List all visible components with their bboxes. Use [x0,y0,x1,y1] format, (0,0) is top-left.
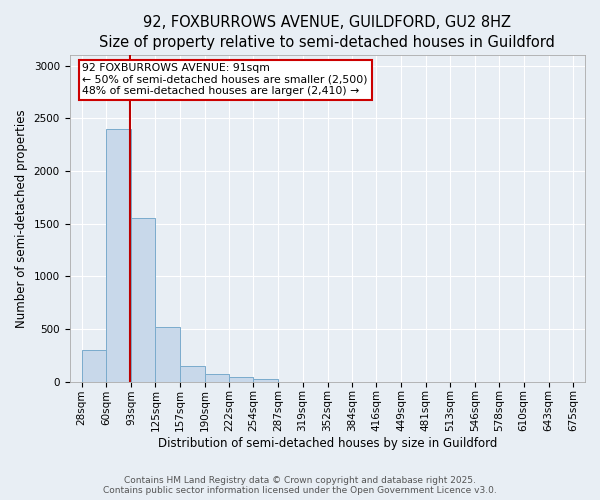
X-axis label: Distribution of semi-detached houses by size in Guildford: Distribution of semi-detached houses by … [158,437,497,450]
Y-axis label: Number of semi-detached properties: Number of semi-detached properties [15,109,28,328]
Text: 92 FOXBURROWS AVENUE: 91sqm
← 50% of semi-detached houses are smaller (2,500)
48: 92 FOXBURROWS AVENUE: 91sqm ← 50% of sem… [82,64,368,96]
Bar [179,366,205,382]
Bar [131,218,155,382]
Bar [229,378,253,382]
Bar [253,379,278,382]
Bar [205,374,229,382]
Bar [155,327,179,382]
Bar [106,129,131,382]
Bar [82,350,106,382]
Title: 92, FOXBURROWS AVENUE, GUILDFORD, GU2 8HZ
Size of property relative to semi-deta: 92, FOXBURROWS AVENUE, GUILDFORD, GU2 8H… [100,15,555,50]
Text: Contains HM Land Registry data © Crown copyright and database right 2025.
Contai: Contains HM Land Registry data © Crown c… [103,476,497,495]
